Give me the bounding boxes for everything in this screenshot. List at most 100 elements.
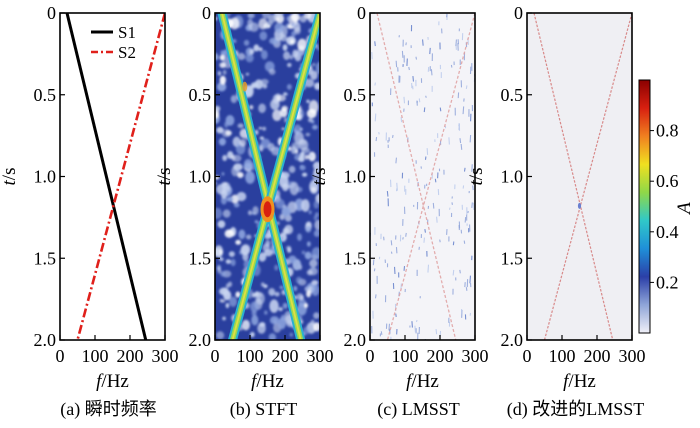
x-tick-label: 0 xyxy=(366,346,375,366)
x-tick-label: 200 xyxy=(584,346,611,366)
lmsst-speckle-mark xyxy=(415,319,418,323)
y-tick-label: 1.5 xyxy=(501,248,524,268)
lmsst-ridge xyxy=(376,13,457,340)
lmsst-speckle-mark xyxy=(427,264,430,273)
y-axis-label: t/s xyxy=(154,168,175,186)
lmsst-speckle-mark xyxy=(435,328,438,335)
lmsst-ridge xyxy=(386,13,475,340)
colorbar-tick-label: 0.2 xyxy=(656,272,679,292)
panel-a: S1 S2 xyxy=(59,12,166,341)
lmsst-speckle-mark xyxy=(423,107,426,113)
improved-crossing xyxy=(577,202,582,209)
lmsst-speckle-mark xyxy=(396,182,398,191)
y-axis-label: t/s xyxy=(466,168,487,186)
x-tick-label: 300 xyxy=(307,346,334,366)
lmsst-speckle-mark xyxy=(465,287,468,291)
y-tick-label: 0.5 xyxy=(501,85,524,105)
lmsst-speckle-mark xyxy=(415,56,418,60)
panel-caption: (c) LMSST xyxy=(377,399,460,420)
lmsst-speckle-mark xyxy=(386,191,389,197)
x-tick-label: 100 xyxy=(82,346,109,366)
legend: S1 S2 xyxy=(91,23,136,62)
colorbar: 0.2 0.4 0.6 0.8 A xyxy=(638,79,695,334)
x-tick-label: 100 xyxy=(237,346,264,366)
x-axis-label: f/Hz xyxy=(563,371,596,392)
panel-caption: (d) 改进的LMSST xyxy=(507,399,645,420)
lmsst-speckle-mark xyxy=(439,107,442,112)
lmsst-speckle-mark xyxy=(374,294,377,299)
colorbar-ticks: 0.2 0.4 0.6 0.8 xyxy=(650,121,679,292)
stft-ridge-core xyxy=(231,13,320,340)
lmsst-speckle-mark xyxy=(374,41,376,47)
stft-hotspot xyxy=(242,81,248,92)
colorbar-tick-label: 0.4 xyxy=(656,222,679,242)
legend-s1-label: S1 xyxy=(118,23,136,42)
lmsst-speckle-mark xyxy=(374,82,376,86)
y-tick-label: 0.5 xyxy=(34,85,57,105)
lmsst-speckle-mark xyxy=(391,134,394,138)
lmsst-speckle-mark xyxy=(424,229,426,233)
y-tick-label: 0 xyxy=(357,3,366,23)
series-s2-line xyxy=(76,13,165,340)
y-tick-label: 1.0 xyxy=(189,167,212,187)
plot-area-c xyxy=(370,13,475,340)
x-tick-label: 300 xyxy=(619,346,646,366)
improved-ridge xyxy=(543,13,632,340)
panel-d xyxy=(526,12,633,341)
lmsst-speckle-mark xyxy=(462,106,465,115)
lmsst-speckle-mark xyxy=(463,167,466,172)
y-tick-label: 2.0 xyxy=(189,330,212,350)
lmsst-speckle-mark xyxy=(459,269,461,274)
lmsst-speckle-mark xyxy=(418,98,421,103)
x-tick-label: 200 xyxy=(427,346,454,366)
stft-ridges xyxy=(217,13,320,340)
panel-b xyxy=(214,12,321,341)
colorbar-tick-label: 0.8 xyxy=(656,121,679,141)
lmsst-speckle-mark xyxy=(408,66,410,71)
lmsst-speckle-mark xyxy=(436,216,438,223)
colorbar-label: A xyxy=(674,202,695,216)
y-axis-label: t/s xyxy=(309,168,330,186)
x-tick-label: 200 xyxy=(272,346,299,366)
legend-s2-label: S2 xyxy=(118,43,136,62)
lmsst-speckle-mark xyxy=(430,69,433,76)
lmsst-speckle-mark xyxy=(425,95,427,98)
y-tick-label: 1.5 xyxy=(189,248,212,268)
y-tick-label: 1.5 xyxy=(344,248,367,268)
panel-caption: (b) STFT xyxy=(230,399,298,420)
stft-ridge-core xyxy=(221,13,302,340)
y-tick-label: 0.5 xyxy=(344,85,367,105)
plot-area-a xyxy=(60,13,165,340)
x-tick-label: 100 xyxy=(549,346,576,366)
improved-lmsst-ridges xyxy=(533,13,632,340)
colorbar-gradient xyxy=(638,79,651,334)
lmsst-speckle-mark xyxy=(390,240,393,246)
lmsst-speckle-mark xyxy=(403,96,406,104)
x-tick-label: 300 xyxy=(152,346,179,366)
lmsst-speckle-mark xyxy=(432,202,435,209)
x-tick-label: 0 xyxy=(56,346,65,366)
y-tick-label: 0 xyxy=(202,3,211,23)
lmsst-speckle xyxy=(370,13,475,340)
lmsst-speckle-mark xyxy=(405,232,407,237)
y-tick-label: 0 xyxy=(47,3,56,23)
x-tick-label: 200 xyxy=(117,346,144,366)
lmsst-speckle-mark xyxy=(374,113,377,122)
lmsst-speckle-mark xyxy=(412,76,415,82)
y-tick-label: 0.5 xyxy=(189,85,212,105)
lmsst-speckle-mark xyxy=(452,269,455,276)
lmsst-speckle-mark xyxy=(395,157,397,164)
stft-peak xyxy=(263,201,272,218)
lmsst-speckle-mark xyxy=(380,331,383,335)
x-tick-label: 0 xyxy=(523,346,532,366)
y-tick-label: 0 xyxy=(514,3,523,23)
plot-a-series xyxy=(65,13,165,340)
lmsst-speckle-mark xyxy=(460,143,463,150)
y-tick-label: 1.0 xyxy=(34,167,57,187)
